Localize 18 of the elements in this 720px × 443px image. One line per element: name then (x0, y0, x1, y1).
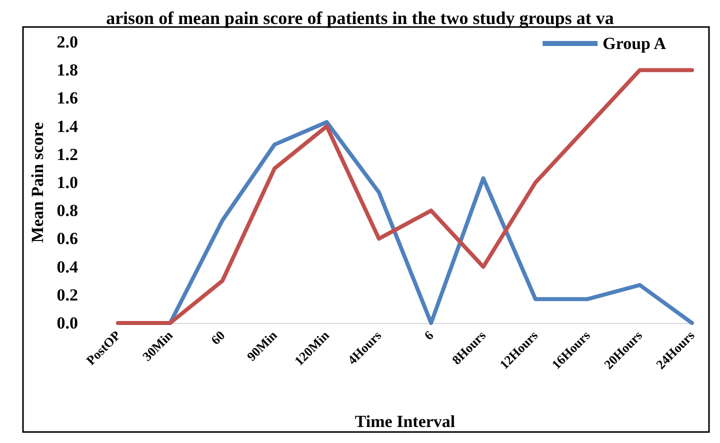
y-tick-label: 1.2 (56, 144, 78, 164)
y-tick-label: 0.8 (56, 201, 78, 220)
line-series (116, 68, 694, 325)
y-tick-label: 1.4 (56, 116, 78, 136)
x-axis-title: Time Interval (354, 412, 456, 431)
y-axis-title: Mean Pain score (28, 122, 47, 243)
y-tick-label: 2.0 (56, 32, 78, 52)
y-tick-label: 0.4 (56, 257, 78, 276)
y-tick-label: 1.6 (56, 88, 78, 108)
y-tick-label: 0.2 (56, 285, 78, 304)
y-tick-label: 1.8 (56, 60, 78, 80)
y-tick-label: 1.0 (56, 173, 78, 192)
chart-title: arison of mean pain score of patients in the two study groups at va (106, 8, 614, 28)
y-tick-label: 0.6 (56, 229, 78, 248)
x-tick-label: 60 (208, 328, 228, 348)
x-tick-label: 6 (421, 327, 437, 343)
legend-label: Group A (602, 34, 667, 53)
y-tick-label: 0.0 (56, 314, 78, 332)
